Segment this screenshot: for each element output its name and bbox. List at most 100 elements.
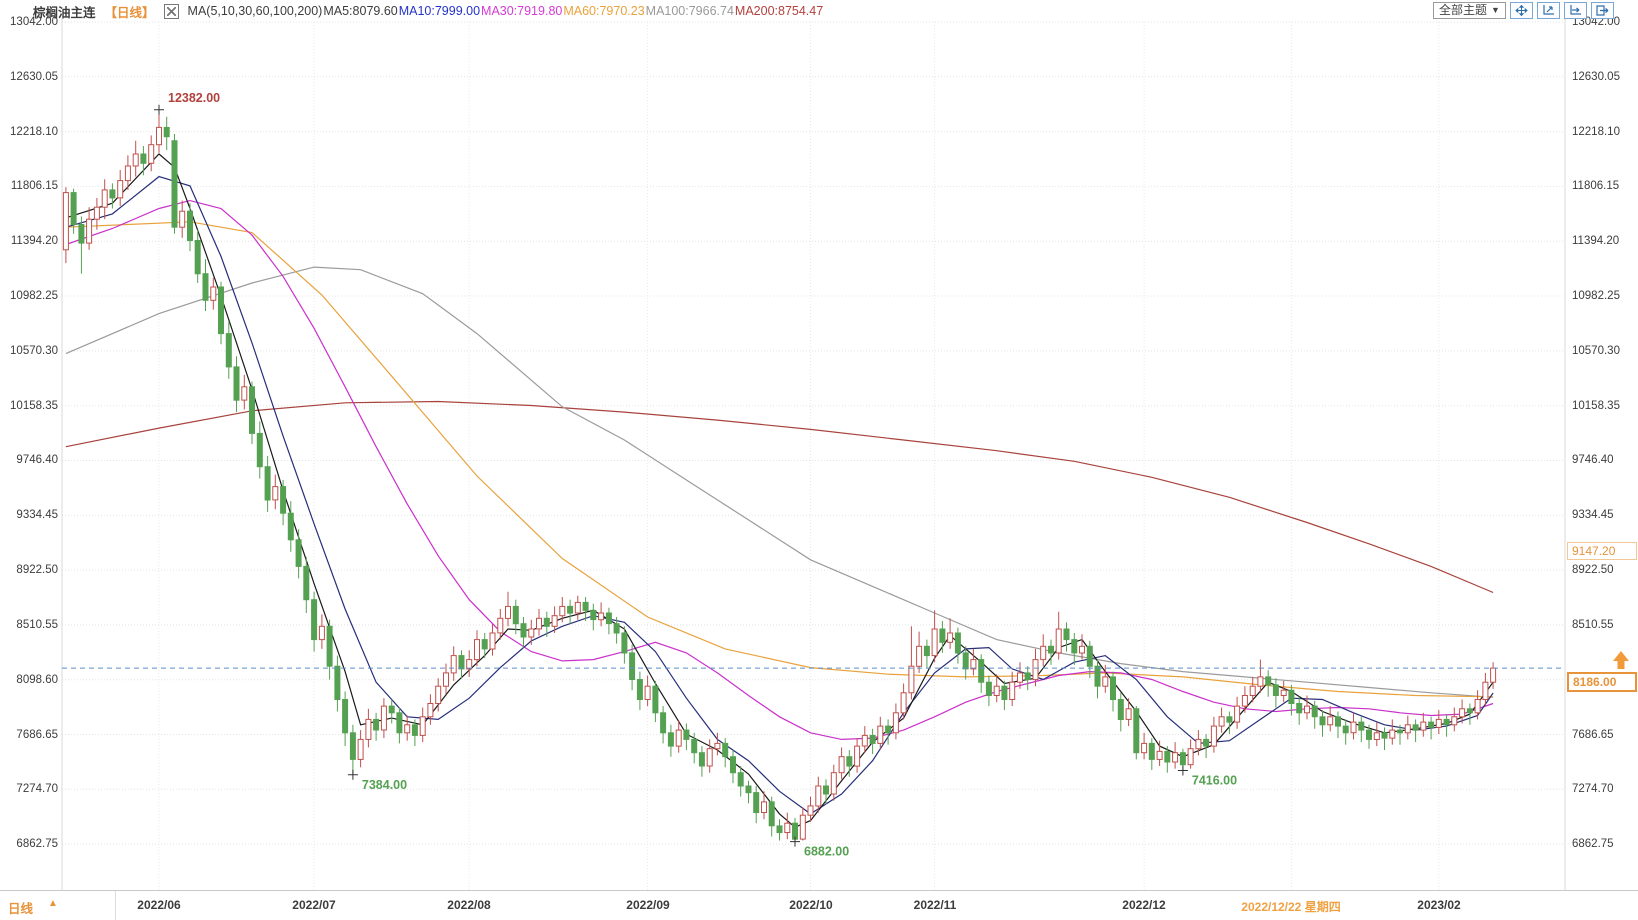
y-axis-label: 7274.70 <box>16 783 58 795</box>
candle <box>613 617 620 644</box>
candle <box>109 183 116 209</box>
candle <box>1071 633 1078 665</box>
extreme-cross-marker <box>154 104 164 115</box>
y-axis-label: 11806.15 <box>10 180 58 192</box>
y-axis-label: 10982.25 <box>1572 290 1620 302</box>
candle <box>357 730 364 768</box>
candle <box>1257 659 1264 693</box>
candle <box>598 602 605 627</box>
candle <box>1451 707 1458 732</box>
x-axis-label: 2023/02 <box>1417 898 1461 912</box>
candle <box>1001 680 1008 711</box>
candle <box>241 374 248 410</box>
x-axis-label: 2022/11 <box>913 898 957 912</box>
candle <box>233 356 240 413</box>
candle <box>1164 746 1171 773</box>
candle <box>962 646 969 680</box>
candle <box>489 623 496 656</box>
candle <box>784 812 791 840</box>
candle <box>295 529 302 579</box>
candle <box>660 706 667 744</box>
candle <box>179 200 186 238</box>
candle <box>187 203 193 252</box>
candle <box>303 557 310 613</box>
candle <box>1342 719 1349 745</box>
scale-x-axis-icon[interactable] <box>1563 2 1587 19</box>
candle <box>1428 716 1435 740</box>
candle <box>567 599 574 624</box>
candle <box>202 259 209 311</box>
candle <box>458 650 465 679</box>
indicator-settings-icon[interactable] <box>163 3 179 19</box>
candle <box>1335 711 1341 739</box>
candle <box>163 116 170 150</box>
x-axis-bar: 日线 ▲ 2022/06 2022/07 2022/08 2022/09 2022/10… <box>0 890 1638 920</box>
candle <box>985 675 992 707</box>
grid-layer <box>61 18 1566 890</box>
period-selector[interactable]: 日线 ▲ <box>0 891 116 920</box>
candle <box>1366 724 1372 749</box>
triangle-up-icon: ▲ <box>48 898 58 909</box>
x-axis-label: 2022/12/22 星期四 <box>1241 900 1341 914</box>
candle <box>1249 676 1256 703</box>
candle <box>70 188 77 234</box>
candle <box>590 603 597 631</box>
pan-tool-icon[interactable] <box>1509 2 1533 19</box>
candle <box>698 746 705 777</box>
candle <box>380 698 387 739</box>
candle <box>218 281 224 345</box>
candle <box>1404 715 1411 740</box>
candle <box>404 715 411 741</box>
ma-line-MA5 <box>65 153 1494 828</box>
y-axis-label: 8922.50 <box>1572 564 1614 576</box>
y-axis-label: 10982.25 <box>10 290 58 302</box>
candle <box>1017 662 1023 689</box>
candle <box>1079 634 1085 660</box>
candle <box>629 644 636 691</box>
y-axis-label: 8922.50 <box>16 564 58 576</box>
candle <box>830 764 837 801</box>
y-axis-label: 7686.65 <box>1572 729 1614 741</box>
candle <box>225 321 232 379</box>
candle <box>877 716 884 750</box>
candle <box>194 229 201 283</box>
candle <box>869 728 876 754</box>
candle <box>1435 710 1442 735</box>
candle <box>528 619 535 645</box>
theme-dropdown-button[interactable]: 全部主题 ▼ <box>1433 2 1506 19</box>
candle <box>474 630 480 667</box>
y-axis-label: 8098.60 <box>16 674 58 686</box>
pan-right-icon[interactable] <box>1590 2 1614 19</box>
candle <box>86 207 93 250</box>
candle <box>101 179 108 220</box>
candle <box>954 627 961 664</box>
y-axis-label: 11394.20 <box>10 235 58 247</box>
candle <box>706 739 713 773</box>
legend-item: MA(5,10,30,60,100,200) <box>187 4 323 18</box>
candle <box>318 614 325 649</box>
candle <box>1063 622 1070 652</box>
ma-line-MA200 <box>65 400 1494 594</box>
candle <box>543 611 550 637</box>
candle <box>1218 707 1225 733</box>
candle <box>373 712 380 741</box>
candle <box>551 606 558 633</box>
candle <box>683 723 690 750</box>
extreme-cross-marker <box>1177 765 1188 776</box>
candle <box>675 720 682 753</box>
candle <box>1094 659 1101 699</box>
candle <box>1304 695 1310 720</box>
y-axis-label: 13042.00 <box>10 16 58 28</box>
y-axis-label: 6862.75 <box>16 838 58 850</box>
candles-layer <box>62 109 1497 842</box>
candle <box>148 135 155 172</box>
y-axis-label: 10570.30 <box>10 345 58 357</box>
candle <box>1397 724 1403 745</box>
scale-y-axis-icon[interactable] <box>1536 2 1560 19</box>
candle <box>505 591 511 627</box>
candle <box>62 187 69 264</box>
candle <box>574 595 581 620</box>
legend-item: MA100:7966.74 <box>645 4 734 18</box>
candle <box>1288 684 1295 716</box>
candle <box>156 109 162 153</box>
